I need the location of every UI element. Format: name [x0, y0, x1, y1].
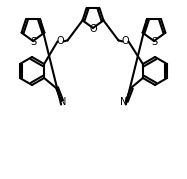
Text: O: O: [122, 36, 129, 46]
Text: O: O: [57, 36, 64, 46]
Text: N: N: [120, 97, 128, 107]
Text: S: S: [30, 37, 36, 47]
Text: N: N: [59, 97, 67, 107]
Text: O: O: [89, 24, 97, 34]
Text: S: S: [151, 37, 157, 47]
